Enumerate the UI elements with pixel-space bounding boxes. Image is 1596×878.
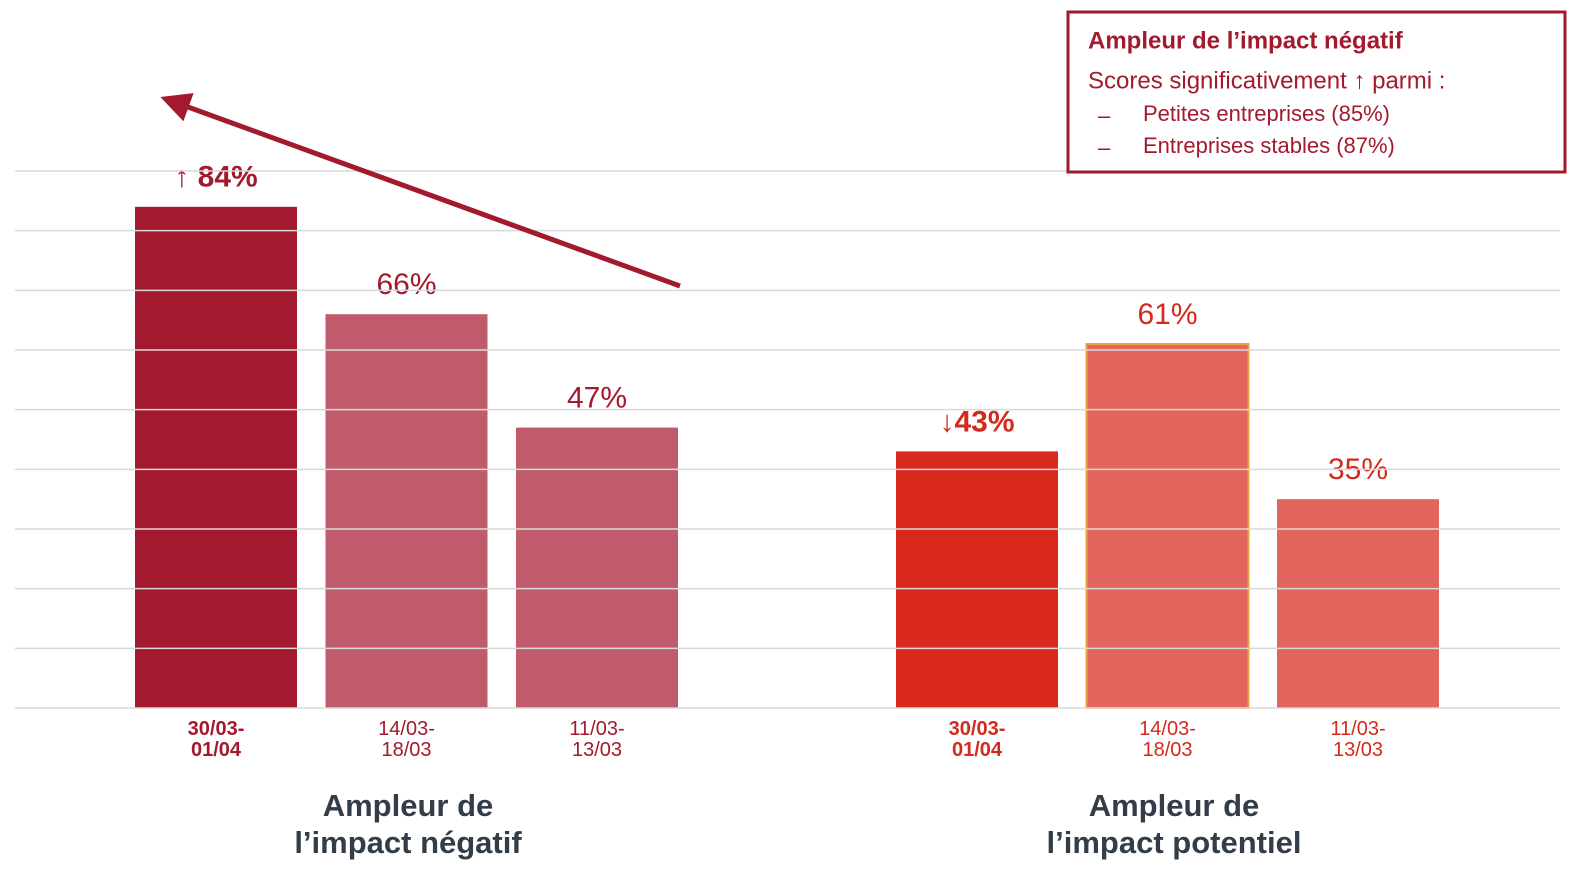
annotation-item: Entreprises stables (87%) [1143, 133, 1395, 158]
x-tick-label-line: 13/03 [572, 739, 622, 761]
annotation-text: Scores significativement ↑ parmi : [1088, 67, 1445, 94]
group-title-line: Ampleur de [323, 788, 494, 823]
value-label: 61% [1137, 298, 1197, 331]
bar [1085, 343, 1250, 709]
annotation-title: Ampleur de l’impact négatif [1088, 27, 1404, 54]
x-tick-label-line: 30/03- [188, 718, 245, 740]
x-tick-label: 11/03-13/03 [1330, 718, 1385, 761]
x-tick-label-line: 11/03- [569, 718, 624, 740]
value-label: 66% [376, 268, 436, 301]
bar [516, 427, 678, 708]
x-tick-label-line: 01/04 [952, 739, 1003, 761]
x-tick-label-line: 01/04 [191, 739, 242, 761]
value-label: ↑ 84% [174, 161, 257, 194]
x-tick-label-line: 18/03 [381, 739, 431, 761]
x-tick-label-line: 18/03 [1142, 739, 1192, 761]
x-tick-label: 30/03-01/04 [949, 718, 1006, 761]
x-tick-label-line: 30/03- [949, 718, 1006, 740]
x-tick-label: 14/03-18/03 [1139, 718, 1196, 761]
x-tick-label-line: 13/03 [1333, 739, 1383, 761]
bullet: – [1098, 135, 1111, 160]
bar [1277, 499, 1439, 708]
trend-arrow [160, 93, 681, 289]
bar [325, 314, 488, 708]
x-tick-label: 11/03-13/03 [569, 718, 624, 761]
x-tick-label-line: 14/03- [378, 718, 435, 740]
x-tick-label-line: 11/03- [1330, 718, 1385, 740]
value-label: ↓43% [939, 405, 1014, 438]
x-tick-label: 14/03-18/03 [378, 718, 435, 761]
group-title-line: Ampleur de [1089, 788, 1260, 823]
group-title: Ampleur de l’impact négatif [294, 788, 522, 860]
group-title-line: l’impact potentiel [1047, 825, 1302, 860]
group-title-line: l’impact négatif [294, 825, 522, 860]
group-title: Ampleur de l’impact potentiel [1047, 788, 1302, 860]
annotation-box [1066, 10, 1567, 174]
bullet: – [1098, 103, 1111, 128]
annotation-item: Petites entreprises (85%) [1143, 101, 1390, 126]
bar [896, 451, 1058, 708]
x-tick-label: 30/03-01/04 [188, 718, 245, 761]
x-tick-label-line: 14/03- [1139, 718, 1196, 740]
bar [135, 206, 297, 709]
